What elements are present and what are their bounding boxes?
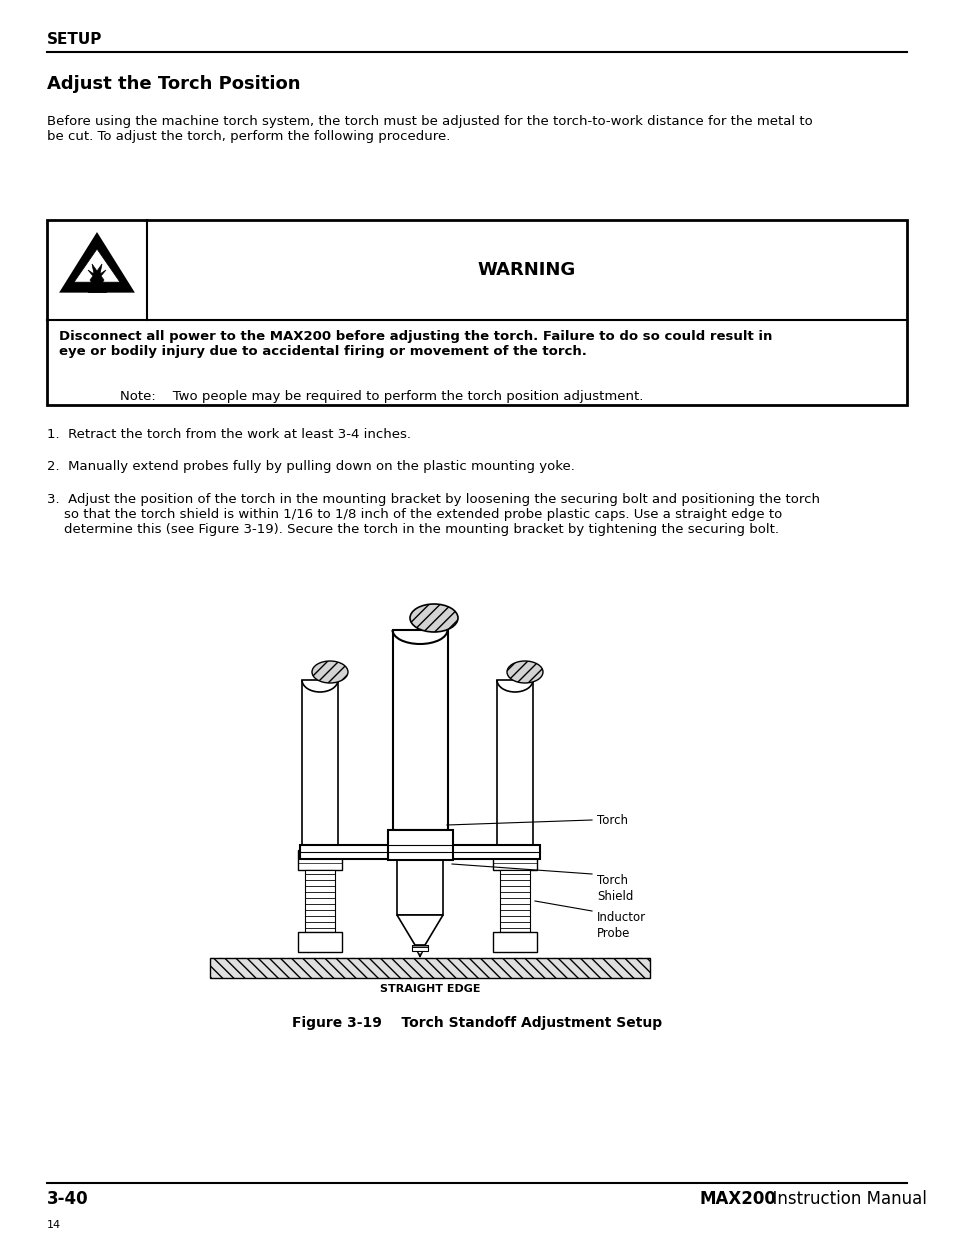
Text: Before using the machine torch system, the torch must be adjusted for the torch-: Before using the machine torch system, t… — [47, 115, 812, 143]
Bar — [396, 860, 442, 915]
Text: 3.  Adjust the position of the torch in the mounting bracket by loosening the se: 3. Adjust the position of the torch in t… — [47, 493, 820, 536]
Bar — [412, 945, 428, 951]
Text: Torch: Torch — [597, 814, 627, 826]
Bar — [305, 869, 335, 932]
Bar — [497, 680, 533, 850]
Text: 2.  Manually extend probes fully by pulling down on the plastic mounting yoke.: 2. Manually extend probes fully by pulli… — [47, 459, 575, 473]
Bar — [393, 630, 448, 830]
Text: Torch
Shield: Torch Shield — [597, 874, 633, 903]
Ellipse shape — [312, 661, 348, 683]
Bar — [302, 680, 337, 850]
Bar — [47, 220, 906, 405]
Text: MAX200: MAX200 — [700, 1191, 776, 1208]
Text: STRAIGHT EDGE: STRAIGHT EDGE — [379, 984, 479, 994]
Bar — [493, 932, 537, 952]
Bar — [499, 869, 530, 932]
Text: Adjust the Torch Position: Adjust the Torch Position — [47, 75, 300, 93]
Text: Instruction Manual: Instruction Manual — [761, 1191, 926, 1208]
Ellipse shape — [506, 661, 542, 683]
Polygon shape — [88, 264, 106, 288]
Polygon shape — [74, 249, 120, 282]
Bar — [297, 932, 341, 952]
Bar — [297, 850, 341, 869]
Text: Inductor
Probe: Inductor Probe — [597, 911, 645, 940]
Bar — [299, 845, 539, 860]
Text: Figure 3-19    Torch Standoff Adjustment Setup: Figure 3-19 Torch Standoff Adjustment Se… — [292, 1016, 661, 1030]
Text: 14: 14 — [47, 1220, 61, 1230]
Ellipse shape — [410, 604, 457, 632]
Text: WARNING: WARNING — [477, 261, 576, 279]
Text: Note:    Two people may be required to perform the torch position adjustment.: Note: Two people may be required to perf… — [120, 390, 642, 403]
Bar — [210, 958, 649, 978]
Text: 1.  Retract the torch from the work at least 3-4 inches.: 1. Retract the torch from the work at le… — [47, 429, 411, 441]
Text: Disconnect all power to the MAX200 before adjusting the torch. Failure to do so : Disconnect all power to the MAX200 befor… — [59, 330, 772, 358]
Polygon shape — [61, 233, 132, 291]
Bar — [493, 850, 537, 869]
Bar — [388, 830, 453, 860]
Text: 3-40: 3-40 — [47, 1191, 89, 1208]
Text: SETUP: SETUP — [47, 32, 102, 47]
Polygon shape — [396, 915, 442, 945]
